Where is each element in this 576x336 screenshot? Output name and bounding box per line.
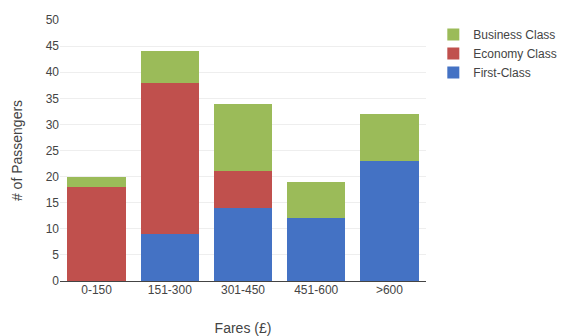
svg-text:Economy Class: Economy Class <box>473 47 556 61</box>
svg-text:10: 10 <box>46 222 60 236</box>
svg-text:Fares (£): Fares (£) <box>215 320 272 336</box>
svg-text:151-300: 151-300 <box>148 283 192 297</box>
svg-text:>600: >600 <box>376 283 403 297</box>
svg-text:0: 0 <box>52 274 59 288</box>
svg-text:5: 5 <box>52 248 59 262</box>
svg-text:45: 45 <box>46 39 60 53</box>
svg-text:30: 30 <box>46 118 60 132</box>
svg-text:40: 40 <box>46 65 60 79</box>
svg-text:25: 25 <box>46 144 60 158</box>
svg-text:50: 50 <box>46 13 60 27</box>
svg-text:20: 20 <box>46 170 60 184</box>
svg-text:35: 35 <box>46 92 60 106</box>
svg-text:Business Class: Business Class <box>473 28 555 42</box>
svg-text:0-150: 0-150 <box>81 283 112 297</box>
svg-text:301-450: 301-450 <box>221 283 265 297</box>
svg-text:# of Passengers: # of Passengers <box>9 100 25 201</box>
svg-text:15: 15 <box>46 196 60 210</box>
svg-text:First-Class: First-Class <box>473 66 530 80</box>
svg-text:451-600: 451-600 <box>294 283 338 297</box>
